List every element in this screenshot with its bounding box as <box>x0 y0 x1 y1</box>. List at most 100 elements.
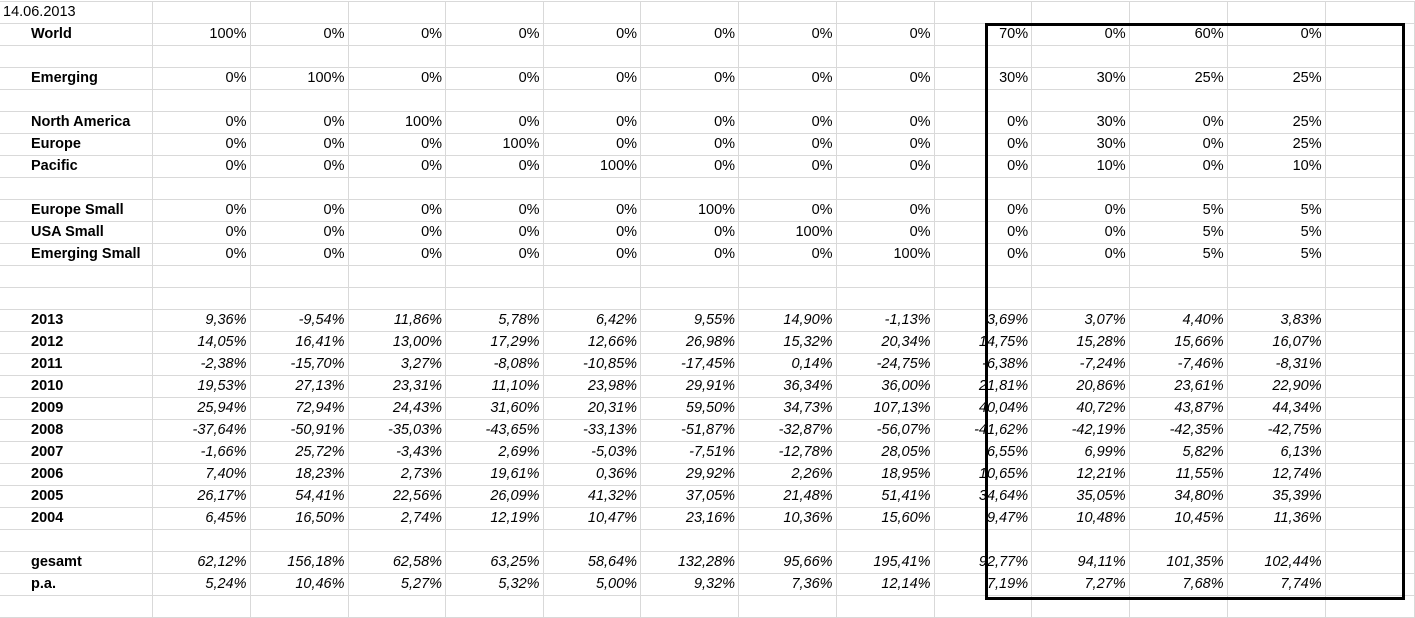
value-cell[interactable]: 43,87% <box>1129 397 1228 420</box>
value-cell[interactable]: 36,00% <box>836 375 935 398</box>
value-cell[interactable]: 0% <box>543 111 642 134</box>
value-cell[interactable]: 0% <box>348 199 447 222</box>
value-cell[interactable]: 0% <box>640 221 740 244</box>
cell[interactable] <box>1325 45 1415 68</box>
value-cell[interactable]: -3,43% <box>348 441 447 464</box>
value-cell[interactable]: 10,46% <box>250 573 349 596</box>
value-cell[interactable]: -1,66% <box>152 441 251 464</box>
cell[interactable] <box>1325 243 1415 266</box>
value-cell[interactable]: 20,31% <box>543 397 642 420</box>
value-cell[interactable] <box>250 595 349 618</box>
value-cell[interactable]: 0% <box>152 243 251 266</box>
value-cell[interactable]: -42,19% <box>1031 419 1130 442</box>
value-cell[interactable] <box>640 287 740 310</box>
value-cell[interactable] <box>1129 595 1228 618</box>
value-cell[interactable] <box>1031 529 1130 552</box>
value-cell[interactable] <box>1129 45 1228 68</box>
value-cell[interactable]: 5,27% <box>348 573 447 596</box>
value-cell[interactable]: 0% <box>152 199 251 222</box>
value-cell[interactable]: 12,14% <box>836 573 935 596</box>
value-cell[interactable]: 0% <box>1129 155 1228 178</box>
value-cell[interactable]: 100% <box>738 221 837 244</box>
value-cell[interactable]: -8,31% <box>1227 353 1326 376</box>
value-cell[interactable] <box>250 529 349 552</box>
value-cell[interactable]: 7,68% <box>1129 573 1228 596</box>
value-cell[interactable]: -50,91% <box>250 419 349 442</box>
value-cell[interactable]: 5% <box>1129 221 1228 244</box>
value-cell[interactable] <box>543 177 642 200</box>
value-cell[interactable]: 100% <box>152 23 251 46</box>
value-cell[interactable] <box>640 595 740 618</box>
row-label-cell[interactable]: Pacific <box>0 155 153 178</box>
cell[interactable] <box>1325 111 1415 134</box>
value-cell[interactable] <box>250 45 349 68</box>
cell[interactable] <box>1031 1 1130 24</box>
value-cell[interactable]: 0% <box>640 67 740 90</box>
value-cell[interactable] <box>543 529 642 552</box>
value-cell[interactable]: 16,07% <box>1227 331 1326 354</box>
value-cell[interactable]: 6,13% <box>1227 441 1326 464</box>
value-cell[interactable]: 0% <box>152 221 251 244</box>
value-cell[interactable]: 0% <box>1031 221 1130 244</box>
value-cell[interactable]: 20,34% <box>836 331 935 354</box>
value-cell[interactable]: 0% <box>348 133 447 156</box>
value-cell[interactable]: 100% <box>348 111 447 134</box>
value-cell[interactable]: 26,09% <box>445 485 544 508</box>
value-cell[interactable]: -42,75% <box>1227 419 1326 442</box>
value-cell[interactable]: 23,98% <box>543 375 642 398</box>
value-cell[interactable]: -10,85% <box>543 353 642 376</box>
value-cell[interactable]: 0% <box>250 221 349 244</box>
value-cell[interactable]: 7,40% <box>152 463 251 486</box>
value-cell[interactable] <box>152 177 251 200</box>
value-cell[interactable]: 12,66% <box>543 331 642 354</box>
value-cell[interactable]: 0% <box>640 243 740 266</box>
value-cell[interactable]: 102,44% <box>1227 551 1326 574</box>
value-cell[interactable] <box>640 265 740 288</box>
value-cell[interactable]: 16,41% <box>250 331 349 354</box>
value-cell[interactable] <box>1227 595 1326 618</box>
value-cell[interactable]: 0% <box>640 155 740 178</box>
value-cell[interactable]: 62,12% <box>152 551 251 574</box>
value-cell[interactable]: -56,07% <box>836 419 935 442</box>
value-cell[interactable]: 0% <box>445 155 544 178</box>
cell[interactable] <box>1325 133 1415 156</box>
value-cell[interactable]: 0% <box>738 199 837 222</box>
value-cell[interactable]: 40,72% <box>1031 397 1130 420</box>
value-cell[interactable]: 5% <box>1129 199 1228 222</box>
value-cell[interactable]: 36,34% <box>738 375 837 398</box>
row-label-cell[interactable]: gesamt <box>0 551 153 574</box>
cell[interactable] <box>1325 1 1415 24</box>
value-cell[interactable]: 0% <box>934 199 1033 222</box>
value-cell[interactable]: 0% <box>543 221 642 244</box>
value-cell[interactable] <box>934 287 1033 310</box>
value-cell[interactable]: 17,29% <box>445 331 544 354</box>
value-cell[interactable] <box>152 595 251 618</box>
value-cell[interactable] <box>152 529 251 552</box>
value-cell[interactable]: 26,17% <box>152 485 251 508</box>
value-cell[interactable] <box>836 287 935 310</box>
value-cell[interactable]: 0% <box>934 133 1033 156</box>
value-cell[interactable]: 12,21% <box>1031 463 1130 486</box>
value-cell[interactable]: 10,45% <box>1129 507 1228 530</box>
value-cell[interactable]: 5% <box>1227 243 1326 266</box>
value-cell[interactable]: 132,28% <box>640 551 740 574</box>
row-label-cell[interactable]: 2005 <box>0 485 153 508</box>
row-label-cell[interactable]: 2010 <box>0 375 153 398</box>
value-cell[interactable]: -9,54% <box>250 309 349 332</box>
row-label-cell[interactable]: 2012 <box>0 331 153 354</box>
value-cell[interactable]: 54,41% <box>250 485 349 508</box>
value-cell[interactable]: 63,25% <box>445 551 544 574</box>
cell[interactable] <box>1325 331 1415 354</box>
value-cell[interactable] <box>348 89 447 112</box>
value-cell[interactable]: 0% <box>543 199 642 222</box>
value-cell[interactable]: 92,77% <box>934 551 1033 574</box>
row-label-cell[interactable]: Emerging Small <box>0 243 153 266</box>
value-cell[interactable] <box>445 89 544 112</box>
value-cell[interactable]: 10% <box>1227 155 1326 178</box>
value-cell[interactable]: 0% <box>250 243 349 266</box>
value-cell[interactable] <box>640 89 740 112</box>
value-cell[interactable]: 0% <box>836 111 935 134</box>
value-cell[interactable] <box>738 45 837 68</box>
value-cell[interactable]: 5% <box>1227 221 1326 244</box>
value-cell[interactable] <box>1031 89 1130 112</box>
